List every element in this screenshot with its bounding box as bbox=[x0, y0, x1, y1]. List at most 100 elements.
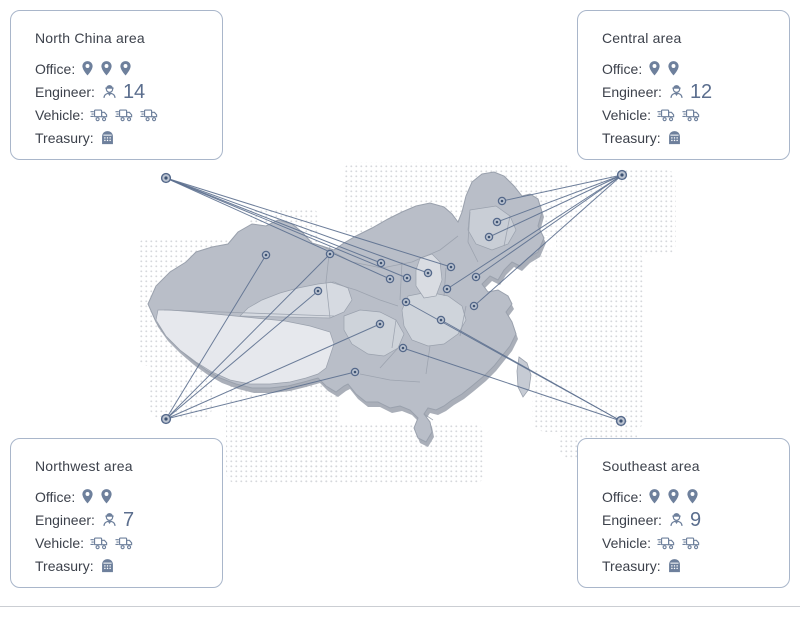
office-label: Office: bbox=[602, 60, 643, 77]
engineer-label: Engineer: bbox=[602, 511, 662, 528]
treasury-row: Treasury: bbox=[602, 126, 789, 149]
connection-line bbox=[488, 174, 623, 238]
city-marker-dot bbox=[426, 271, 430, 275]
connection-line bbox=[501, 174, 623, 202]
connection-line bbox=[165, 177, 391, 280]
engineer-icon bbox=[670, 513, 683, 526]
hub-point-dot bbox=[164, 417, 168, 421]
office-row: Office: bbox=[35, 57, 222, 80]
engineer-count: 9 bbox=[689, 508, 702, 531]
card-title: North China area bbox=[35, 30, 145, 46]
hub-point-dot bbox=[619, 419, 623, 423]
card-title: Southeast area bbox=[602, 458, 700, 474]
engineer-count: 12 bbox=[689, 80, 713, 103]
vehicle-row: Vehicle: bbox=[35, 531, 222, 554]
city-marker-dot bbox=[404, 300, 408, 304]
bottom-divider bbox=[0, 606, 800, 607]
city-marker-dot bbox=[353, 370, 357, 374]
connection-line bbox=[402, 347, 622, 422]
area-card-northwest: Northwest area Office: Engineer: 7 Vehic… bbox=[10, 438, 223, 588]
city-marker-dot bbox=[388, 277, 392, 281]
city-marker-dot bbox=[474, 275, 478, 279]
city-marker-dot bbox=[378, 322, 382, 326]
vehicle-label: Vehicle: bbox=[602, 106, 652, 123]
city-marker-dot bbox=[405, 276, 409, 280]
connection-line bbox=[496, 174, 623, 223]
connection-network bbox=[160, 169, 628, 427]
city-marker-dot bbox=[379, 261, 383, 265]
truck-icon bbox=[140, 108, 158, 121]
card-title: Northwest area bbox=[35, 458, 133, 474]
office-label: Office: bbox=[35, 60, 76, 77]
map-pin-icon bbox=[120, 61, 131, 76]
card-title: Central area bbox=[602, 30, 682, 46]
map-pin-icon bbox=[101, 489, 112, 504]
hub-point-dot bbox=[620, 173, 624, 177]
bank-icon bbox=[101, 131, 113, 145]
province-fills bbox=[155, 205, 517, 385]
connection-line bbox=[165, 177, 408, 279]
office-label: Office: bbox=[602, 488, 643, 505]
city-marker-dot bbox=[472, 304, 476, 308]
treasury-label: Treasury: bbox=[35, 129, 94, 146]
map-pin-icon bbox=[668, 489, 679, 504]
map-pin-icon bbox=[649, 61, 660, 76]
connection-line bbox=[165, 290, 319, 420]
office-row: Office: bbox=[602, 485, 789, 508]
engineer-row: Engineer: 9 bbox=[602, 508, 789, 531]
treasury-label: Treasury: bbox=[602, 557, 661, 574]
treasury-row: Treasury: bbox=[602, 554, 789, 577]
taiwan-island bbox=[516, 356, 532, 398]
connection-line bbox=[446, 174, 623, 290]
engineer-label: Engineer: bbox=[35, 83, 95, 100]
engineer-row: Engineer: 7 bbox=[35, 508, 222, 531]
province-borders bbox=[163, 211, 511, 421]
area-card-southeast: Southeast area Office: Engineer: 9 Vehic… bbox=[577, 438, 790, 588]
connection-line bbox=[165, 177, 452, 268]
engineer-row: Engineer: 12 bbox=[602, 80, 789, 103]
engineer-icon bbox=[670, 85, 683, 98]
engineer-icon bbox=[103, 85, 116, 98]
connection-line bbox=[165, 177, 429, 274]
engineer-count: 7 bbox=[122, 508, 135, 531]
connection-line bbox=[440, 319, 622, 422]
engineer-label: Engineer: bbox=[35, 511, 95, 528]
truck-icon bbox=[90, 108, 108, 121]
map-pin-icon bbox=[101, 61, 112, 76]
vehicle-row: Vehicle: bbox=[602, 531, 789, 554]
city-marker-dot bbox=[449, 265, 453, 269]
engineer-row: Engineer: 14 bbox=[35, 80, 222, 103]
truck-icon bbox=[115, 108, 133, 121]
truck-icon bbox=[682, 108, 700, 121]
connection-line bbox=[165, 177, 382, 264]
city-marker-dot bbox=[401, 346, 405, 350]
city-marker-dot bbox=[487, 235, 491, 239]
hub-point-dot bbox=[164, 176, 168, 180]
bank-icon bbox=[668, 131, 680, 145]
city-marker-dot bbox=[495, 220, 499, 224]
connection-line bbox=[165, 371, 356, 420]
map-pin-icon bbox=[82, 489, 93, 504]
treasury-row: Treasury: bbox=[35, 554, 222, 577]
connection-line bbox=[475, 174, 623, 278]
map-pin-icon bbox=[649, 489, 660, 504]
vehicle-label: Vehicle: bbox=[35, 534, 85, 551]
bank-icon bbox=[668, 559, 680, 573]
connection-line bbox=[473, 174, 623, 307]
office-row: Office: bbox=[602, 57, 789, 80]
truck-icon bbox=[115, 536, 133, 549]
connection-line bbox=[165, 253, 331, 420]
city-marker-dot bbox=[264, 253, 268, 257]
vehicle-label: Vehicle: bbox=[602, 534, 652, 551]
vehicle-label: Vehicle: bbox=[35, 106, 85, 123]
treasury-row: Treasury: bbox=[35, 126, 222, 149]
connection-line bbox=[165, 323, 381, 420]
city-marker-dot bbox=[445, 287, 449, 291]
treasury-label: Treasury: bbox=[35, 557, 94, 574]
city-marker-dot bbox=[328, 252, 332, 256]
treasury-label: Treasury: bbox=[602, 129, 661, 146]
area-card-north-china: North China area Office: Engineer: 14 Ve… bbox=[10, 10, 223, 160]
map-pin-icon bbox=[82, 61, 93, 76]
bank-icon bbox=[101, 559, 113, 573]
